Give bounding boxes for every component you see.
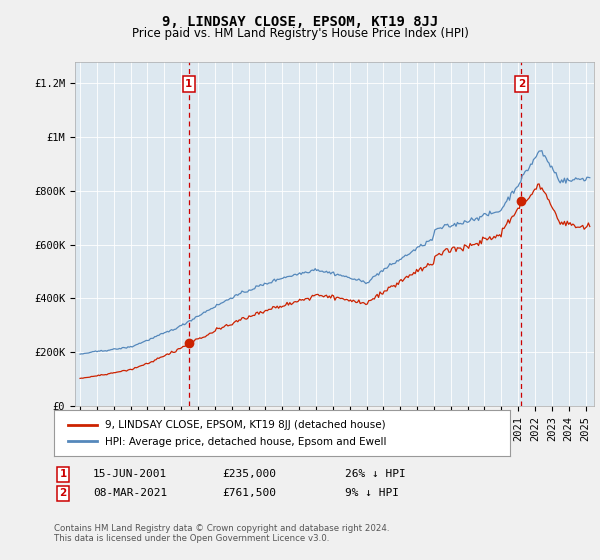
Text: 1: 1 [59,469,67,479]
Text: 08-MAR-2021: 08-MAR-2021 [93,488,167,498]
Text: 9% ↓ HPI: 9% ↓ HPI [345,488,399,498]
Text: Contains HM Land Registry data © Crown copyright and database right 2024.
This d: Contains HM Land Registry data © Crown c… [54,524,389,543]
Text: 2: 2 [518,79,525,89]
Legend: 9, LINDSAY CLOSE, EPSOM, KT19 8JJ (detached house), HPI: Average price, detached: 9, LINDSAY CLOSE, EPSOM, KT19 8JJ (detac… [64,416,391,451]
Text: 26% ↓ HPI: 26% ↓ HPI [345,469,406,479]
Text: 2: 2 [59,488,67,498]
Text: £761,500: £761,500 [222,488,276,498]
Text: 15-JUN-2001: 15-JUN-2001 [93,469,167,479]
Text: Price paid vs. HM Land Registry's House Price Index (HPI): Price paid vs. HM Land Registry's House … [131,27,469,40]
Text: 9, LINDSAY CLOSE, EPSOM, KT19 8JJ: 9, LINDSAY CLOSE, EPSOM, KT19 8JJ [162,15,438,29]
Text: £235,000: £235,000 [222,469,276,479]
Text: 1: 1 [185,79,193,89]
